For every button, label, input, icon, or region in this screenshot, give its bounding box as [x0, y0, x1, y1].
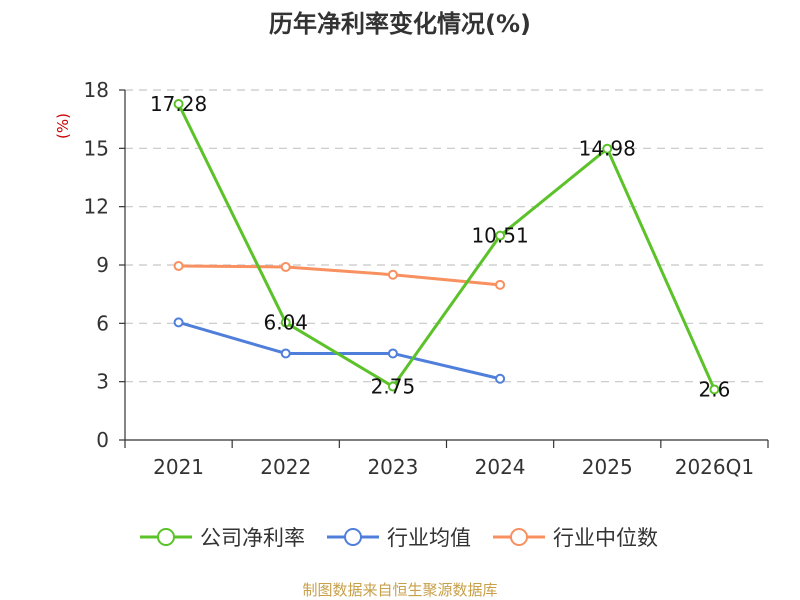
series-1-point-2023 [387, 348, 398, 359]
series-1-point-2022 [280, 348, 291, 359]
y-tick-label-18: 18 [84, 78, 109, 102]
legend-label-2: 行业中位数 [553, 526, 658, 550]
legend-marker-2 [510, 528, 528, 546]
grid-lines [125, 89, 768, 383]
data-label-2022: 6.04 [263, 311, 308, 335]
series-0-point-2025 [602, 143, 613, 154]
series-2-point-2023 [387, 269, 398, 280]
series-line-2 [178, 264, 501, 287]
y-tick-label-12: 12 [84, 195, 109, 219]
data-label-2025: 14.98 [579, 137, 636, 161]
legend-item-1: 行业均值 [327, 526, 471, 550]
series-2-point-2024 [495, 279, 506, 290]
data-label-2024: 10.51 [471, 224, 528, 248]
axes: 0 3 6 9 12 15 18 2021 2022 2023 2024 2025 2026Q1 [84, 78, 769, 479]
y-tick-label-6: 6 [96, 311, 109, 335]
y-tick-label-9: 9 [96, 253, 109, 277]
y-tick-label-0: 0 [96, 428, 109, 452]
legend-label-1: 行业均值 [387, 526, 471, 550]
source-footnote: 制图数据来自恒生聚源数据库 [302, 581, 497, 599]
series-0-point-2023 [387, 381, 398, 392]
series-2-point-2022 [280, 261, 291, 272]
x-tick-label-2023: 2023 [367, 455, 418, 479]
legend-marker-1 [344, 528, 362, 546]
x-tick-label-2024: 2024 [475, 455, 526, 479]
data-labels: 17.28 6.04 2.75 10.51 14.98 2.6 [150, 92, 730, 401]
legend-marker-0 [157, 528, 175, 546]
series-0-point-2022 [280, 317, 291, 328]
series-1-point-2021 [173, 317, 184, 328]
x-tick-label-2022: 2022 [260, 455, 311, 479]
y-tick-label-15: 15 [84, 136, 109, 160]
legend-label-0: 公司净利率 [200, 526, 305, 550]
series-0-point-2026Q1 [709, 384, 720, 395]
y-axis-unit-label: (%) [54, 113, 72, 139]
data-label-2026Q1: 2.6 [699, 377, 731, 401]
series-0-point-2021 [173, 99, 184, 109]
series-2-point-2021 [173, 260, 184, 271]
series-line-1 [178, 320, 501, 381]
data-label-2021: 17.28 [150, 92, 207, 116]
chart-title: 历年净利率变化情况(%) [269, 10, 531, 38]
x-tick-label-2026Q1: 2026Q1 [675, 455, 754, 479]
series-line-0 [177, 103, 716, 391]
series-0-point-2024 [495, 230, 506, 241]
legend-item-2: 行业中位数 [493, 526, 658, 550]
series-lines [173, 99, 720, 395]
series-1-point-2024 [495, 373, 506, 384]
x-tick-label-2021: 2021 [153, 455, 204, 479]
data-label-2023: 2.75 [371, 375, 416, 399]
legend-item-0: 公司净利率 [140, 526, 305, 550]
legend: 公司净利率 行业均值 行业中位数 [140, 526, 658, 550]
x-tick-label-2025: 2025 [582, 455, 633, 479]
y-tick-label-3: 3 [96, 370, 109, 394]
